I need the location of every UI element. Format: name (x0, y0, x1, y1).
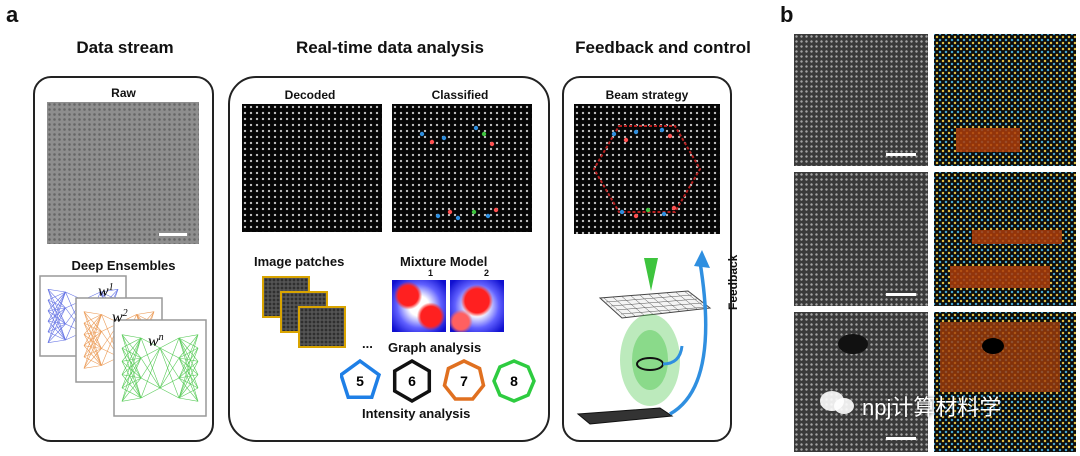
watermark-text: npj计算材料学 (862, 395, 1002, 420)
beam-atom (659, 127, 665, 133)
feedback-link-arrow (662, 345, 684, 366)
beam-strategy-overlay (592, 125, 702, 219)
classified-atom (441, 135, 447, 141)
classified-atom (481, 131, 487, 137)
beam-atom (667, 133, 673, 139)
raw-image (47, 102, 199, 244)
defect-region-2b (950, 266, 1050, 288)
beam-hexagon (592, 125, 702, 213)
weight-2: w2 (112, 308, 128, 326)
deep-ensembles-label: Deep Ensembles (71, 258, 176, 273)
stem-image-1 (794, 34, 928, 166)
classified-atom (485, 213, 491, 219)
image-patch-3 (298, 306, 346, 348)
classified-atom (489, 141, 495, 147)
beam-atom (661, 211, 667, 217)
classified-atom (493, 207, 499, 213)
panel-b-letter: b (780, 2, 794, 27)
beam-atom (671, 205, 677, 211)
scale-bar-3 (886, 437, 916, 440)
network-card-3 (113, 319, 207, 417)
polygon-label-8: 8 (510, 373, 518, 389)
feedback-label: Feedback (726, 254, 740, 310)
panel-a-letter: a (6, 2, 19, 27)
classified-image (392, 104, 532, 232)
classified-atom (473, 125, 479, 131)
beam-atom (633, 213, 639, 219)
stem-image-3 (794, 312, 928, 452)
polygon-set: 5 6 7 8 (340, 358, 536, 404)
decoded-image (242, 104, 382, 232)
beam-strategy-image (574, 104, 720, 234)
classified-overlay (419, 125, 499, 221)
classified-image-3 (934, 312, 1076, 452)
polygon-label-6: 6 (408, 373, 416, 389)
classified-atom (447, 209, 453, 215)
beam-cone-top (644, 258, 658, 291)
scale-bar-2 (886, 293, 916, 296)
sample-detector (576, 407, 674, 425)
mixture-component-2: 2 (484, 268, 490, 278)
deep-ensembles-diagram: w1 w2 wn (39, 275, 207, 417)
weight-1: w1 (98, 282, 114, 300)
image-patches-label: Image patches (254, 254, 345, 269)
ellipsis: ... (362, 336, 373, 351)
classified-atom (419, 131, 425, 137)
intensity-analysis-label: Intensity analysis (362, 406, 471, 421)
microscope-schematic (576, 250, 712, 425)
mixture-model-label: Mixture Model (400, 254, 488, 269)
polygon-8 (492, 359, 536, 403)
defect-region-2a (972, 230, 1062, 244)
beam-strategy-label: Beam strategy (605, 88, 689, 102)
mixture-map-1 (392, 280, 446, 332)
feedback-arrow-line (669, 261, 708, 416)
mixture-component-1: 1 (428, 268, 434, 278)
graphene-sheet (598, 290, 712, 319)
data-stream-title: Data stream (76, 38, 174, 57)
polygon-label-7: 7 (460, 373, 468, 389)
polygon-7 (442, 359, 486, 401)
graph-analysis-label: Graph analysis (388, 340, 482, 355)
defect-region-1 (956, 128, 1020, 152)
analysis-title: Real-time data analysis (295, 38, 485, 57)
diffraction-glow (620, 314, 680, 406)
classified-image-2 (934, 172, 1076, 306)
scale-bar-1 (886, 153, 916, 156)
defect-region-3 (940, 322, 1060, 392)
chat-logo-icon (820, 391, 854, 414)
decoded-label: Decoded (284, 88, 336, 102)
weight-n: wn (148, 332, 164, 350)
classified-image-1 (934, 34, 1076, 166)
stem-image-2 (794, 172, 928, 306)
beam-atom (633, 129, 639, 135)
classified-atom (435, 213, 441, 219)
classified-label: Classified (431, 88, 489, 102)
polygon-6 (392, 358, 432, 404)
classified-atom (455, 215, 461, 221)
classified-atom (429, 139, 435, 145)
beam-atom (611, 131, 617, 137)
polygon-5 (340, 358, 382, 399)
feedback-title: Feedback and control (575, 38, 751, 57)
scale-bar (159, 233, 187, 236)
mixture-map-2 (450, 280, 504, 332)
classified-atom (471, 209, 477, 215)
feedback-arrow-head (694, 250, 710, 268)
hole-defect (838, 334, 868, 354)
polygon-label-5: 5 (356, 373, 364, 389)
raw-label: Raw (111, 86, 136, 100)
beam-atom (623, 137, 629, 143)
beam-atom (619, 209, 625, 215)
beam-atom (645, 207, 651, 213)
